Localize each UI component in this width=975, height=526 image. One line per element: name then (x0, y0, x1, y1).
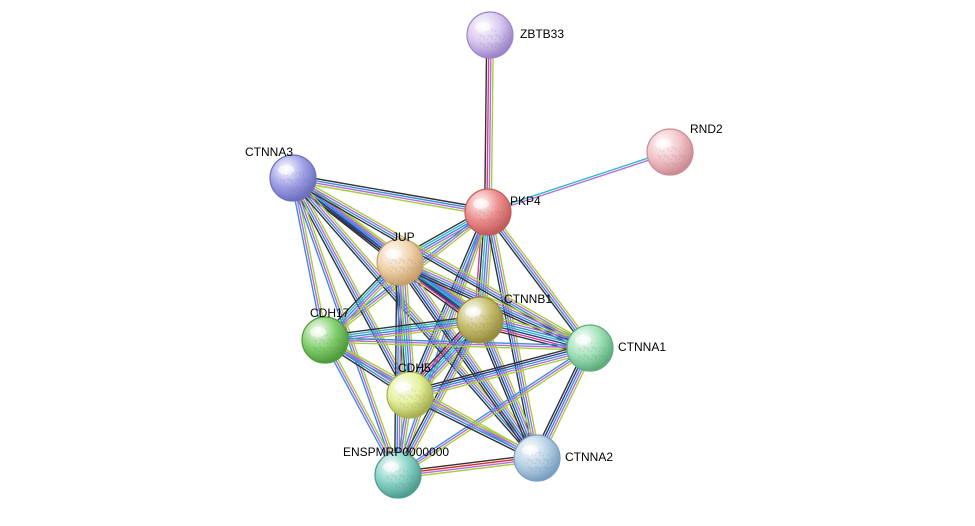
node-ctnnb1[interactable] (457, 297, 503, 343)
node-enspmrp[interactable] (375, 452, 421, 498)
network-diagram: ZBTB33RND2PKP4CTNNA3JUPCTNNB1CTNNA1CDH17… (0, 0, 975, 526)
node-ctnna1[interactable] (567, 325, 613, 371)
node-highlight (655, 139, 671, 149)
node-highlight (278, 165, 294, 175)
node-ctnna3[interactable] (270, 155, 316, 201)
node-cdh17[interactable] (302, 317, 348, 363)
node-highlight (465, 307, 481, 317)
node-pkp4[interactable] (465, 189, 511, 235)
node-ctnna2[interactable] (514, 435, 560, 481)
nodes-layer (0, 0, 975, 526)
node-highlight (575, 335, 591, 345)
node-highlight (395, 382, 411, 392)
node-rnd2[interactable] (647, 129, 693, 175)
node-highlight (475, 22, 491, 32)
node-jup[interactable] (377, 239, 423, 285)
node-highlight (383, 462, 399, 472)
node-highlight (473, 199, 489, 209)
node-highlight (385, 249, 401, 259)
node-highlight (310, 327, 326, 337)
node-zbtb33[interactable] (467, 12, 513, 58)
node-highlight (522, 445, 538, 455)
node-cdh5[interactable] (387, 372, 433, 418)
